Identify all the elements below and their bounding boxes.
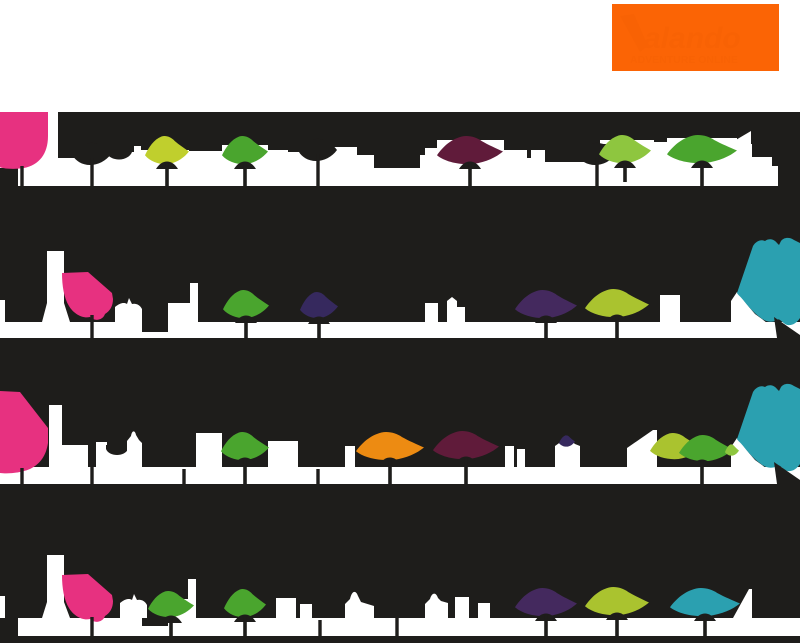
svg-text:ADVENTURE ONLINE: ADVENTURE ONLINE [630,54,738,66]
svg-text:alando: alando [644,22,741,55]
